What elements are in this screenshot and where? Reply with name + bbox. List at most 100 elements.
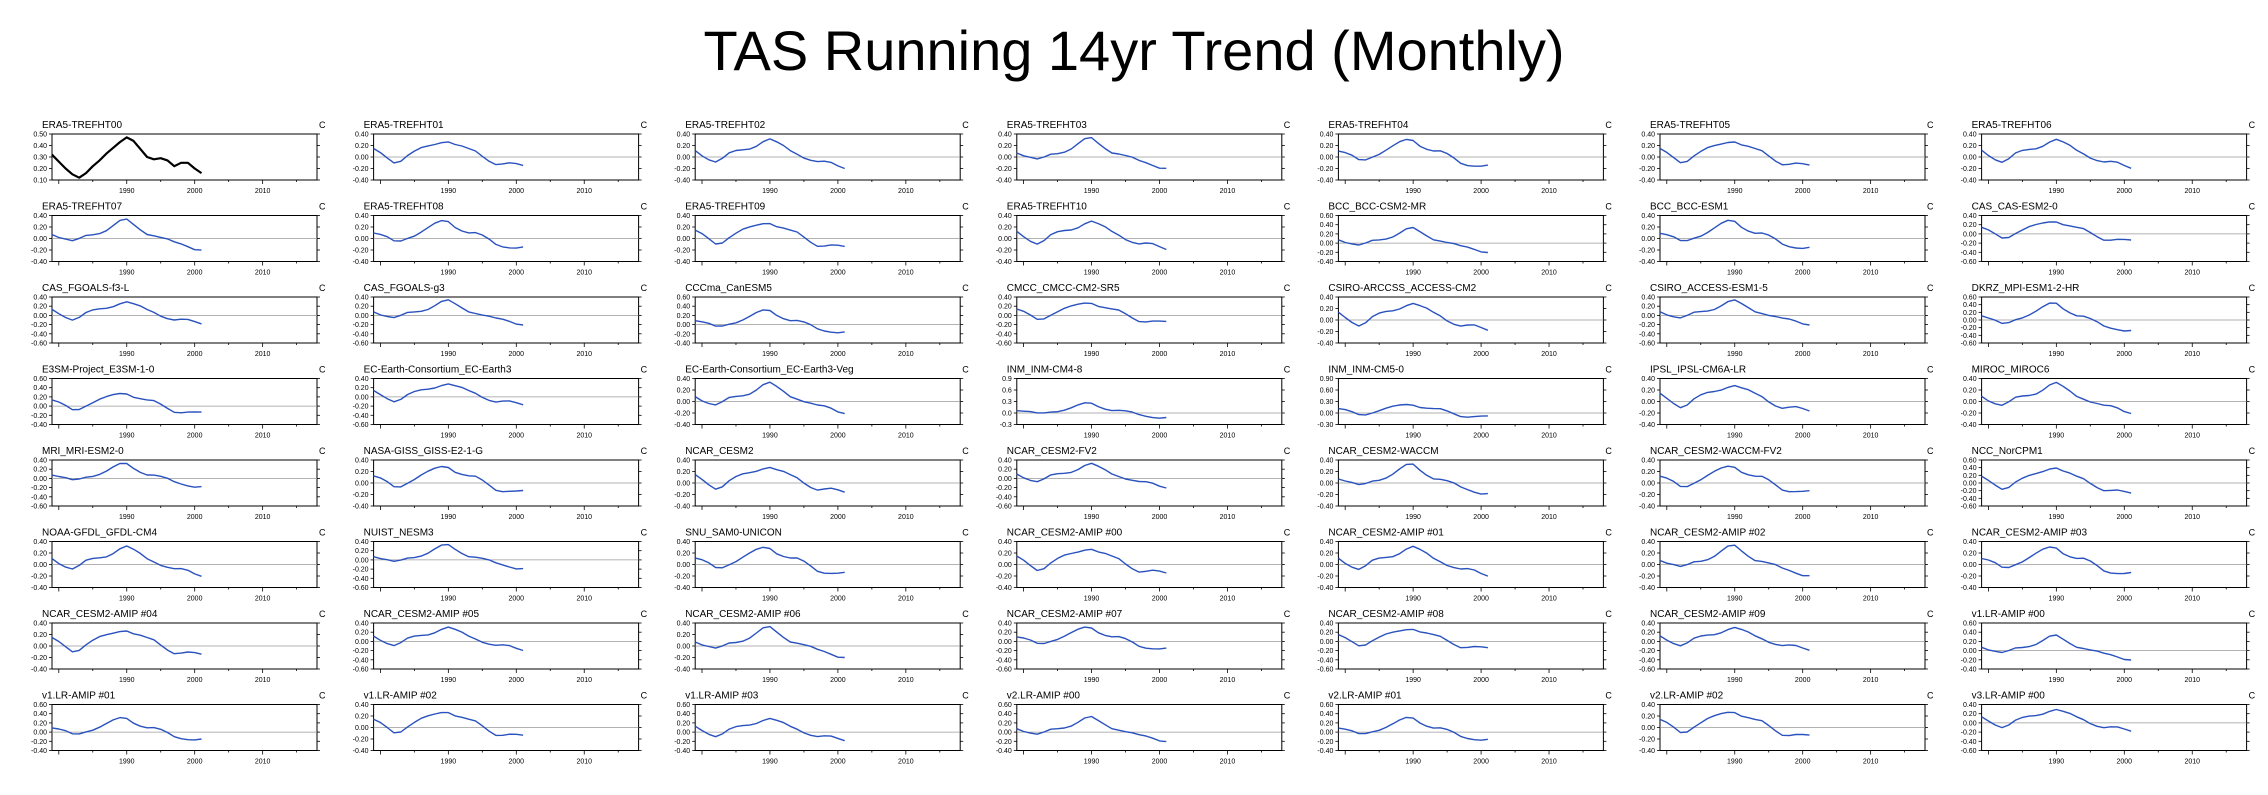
y-tick-label: 0.00 xyxy=(1641,313,1655,320)
panel-units: C xyxy=(1927,365,1934,375)
plot-frame xyxy=(1981,704,2248,751)
x-tick-label: 1990 xyxy=(441,514,457,521)
panel-units: C xyxy=(641,609,648,619)
x-tick-label: 1990 xyxy=(119,677,135,684)
x-tick-label: 2000 xyxy=(1795,188,1811,195)
y-tick-label: 0.20 xyxy=(1641,225,1655,232)
x-tick-label: 1990 xyxy=(2049,433,2065,440)
x-tick-label: 1990 xyxy=(441,677,457,684)
y-tick-label: 0.20 xyxy=(355,143,369,150)
panel-title: ERA5-TREFHT10 xyxy=(1007,202,1087,213)
y-tick-label: -0.60 xyxy=(31,504,47,511)
y-tick-label: -0.20 xyxy=(353,492,369,499)
panel-title: NCAR_CESM2-WACCM-FV2 xyxy=(1650,446,1782,457)
y-tick-label: -0.20 xyxy=(353,567,369,574)
panel: ERA5-TREFHT03 C 0.40 0.20 0.00 -0.20 -0.40 1990… xyxy=(996,120,1291,195)
x-tick-label: 2000 xyxy=(2117,270,2133,277)
y-tick-label: 0.00 xyxy=(355,394,369,401)
series-line xyxy=(373,141,524,167)
series-line xyxy=(1981,546,2132,575)
y-tick-label: 0.00 xyxy=(1320,481,1334,488)
plot-frame xyxy=(51,378,318,425)
x-tick-label: 2010 xyxy=(2184,433,2200,440)
panel-units: C xyxy=(319,691,326,701)
plot-frame xyxy=(1016,704,1283,751)
y-tick-label: 0.20 xyxy=(1963,551,1977,558)
panel: v1.LR-AMIP #01 C 0.60 0.40 0.20 0.00 -0.20 -0.4… xyxy=(31,691,326,766)
x-tick-label: 1990 xyxy=(441,188,457,195)
y-tick-label: 0.40 xyxy=(1963,302,1977,309)
x-tick-label: 1990 xyxy=(762,677,778,684)
panel: SNU_SAM0-UNICON C 0.40 0.20 0.00 -0.20 -0.40 19… xyxy=(674,528,969,603)
panel: NCAR_CESM2-AMIP #06 C 0.40 0.20 0.00 -0.20 -0.… xyxy=(674,609,969,684)
panel-title: ERA5-TREFHT06 xyxy=(1972,120,2052,131)
y-tick-label: 0.40 xyxy=(33,621,47,628)
y-tick-label: -0.40 xyxy=(353,504,369,511)
y-tick-label: 0.00 xyxy=(33,476,47,483)
panel-title: NCAR_CESM2 xyxy=(685,446,754,457)
y-tick-label: 0.20 xyxy=(33,166,47,173)
y-tick-label: -0.40 xyxy=(996,748,1012,755)
panel: CAS_CAS-ESM2-0 C 0.40 0.20 0.00 -0.20 -0.40 -0.… xyxy=(1961,202,2256,277)
y-tick-label: -0.40 xyxy=(353,178,369,185)
y-tick-label: -0.20 xyxy=(1961,730,1977,737)
x-tick-label: 1990 xyxy=(1727,188,1743,195)
panel: v2.LR-AMIP #01 C 0.60 0.40 0.20 0.00 -0.20 -0.4… xyxy=(1317,691,1612,766)
y-tick-label: -0.40 xyxy=(674,178,690,185)
series-line xyxy=(1659,544,1810,577)
y-tick-label: 0.00 xyxy=(1320,411,1334,418)
y-tick-label: -0.40 xyxy=(674,259,690,266)
panel-title: NCAR_CESM2-AMIP #01 xyxy=(1328,528,1444,539)
y-tick-label: -0.20 xyxy=(674,655,690,662)
y-tick-label: -0.60 xyxy=(1639,341,1655,348)
y-tick-label: 0.20 xyxy=(998,225,1012,232)
series-line xyxy=(1016,220,1167,251)
y-tick-label: -0.20 xyxy=(1961,325,1977,332)
x-tick-label: 1990 xyxy=(1084,677,1100,684)
y-tick-label: -0.40 xyxy=(1961,333,1977,340)
y-tick-label: 0.0 xyxy=(1002,411,1012,418)
series-line xyxy=(1659,219,1810,250)
panel-units: C xyxy=(962,691,969,701)
y-tick-label: -0.40 xyxy=(1317,657,1333,664)
panel-title: ERA5-TREFHT01 xyxy=(364,120,444,131)
y-tick-label: -0.60 xyxy=(353,341,369,348)
y-tick-label: 0.00 xyxy=(355,725,369,732)
panel-units: C xyxy=(1927,202,1934,212)
plot-frame xyxy=(373,541,640,588)
y-tick-label: -0.20 xyxy=(996,739,1012,746)
y-tick-label: -0.20 xyxy=(1317,739,1333,746)
x-tick-label: 2000 xyxy=(1473,759,1489,766)
y-tick-label: -0.60 xyxy=(1961,504,1977,511)
y-tick-label: -0.40 xyxy=(1639,178,1655,185)
panel-title: v1.LR-AMIP #01 xyxy=(42,691,116,702)
y-tick-label: -0.20 xyxy=(1317,492,1333,499)
y-tick-label: 0.00 xyxy=(33,236,47,243)
x-tick-label: 2000 xyxy=(830,270,846,277)
series-line xyxy=(373,626,524,652)
y-tick-label: 0.20 xyxy=(677,720,691,727)
series-line xyxy=(1659,711,1810,737)
y-tick-label: 0.40 xyxy=(355,702,369,709)
x-tick-label: 2010 xyxy=(255,759,271,766)
y-tick-label: -0.40 xyxy=(1961,739,1977,746)
y-tick-label: 0.60 xyxy=(1963,295,1977,302)
y-tick-label: 0.40 xyxy=(33,539,47,546)
plot-frame xyxy=(1016,622,1283,670)
series-line xyxy=(1338,138,1489,167)
panel-title: v2.LR-AMIP #02 xyxy=(1650,691,1724,702)
x-tick-label: 2010 xyxy=(2184,351,2200,358)
panel-units: C xyxy=(2249,609,2256,619)
y-tick-label: 0.40 xyxy=(1641,376,1655,383)
series-line xyxy=(1981,467,2132,494)
panel: CSIRO_ACCESS-ESM1-5 C 0.40 0.20 0.00 -0.20 -0.… xyxy=(1639,283,1934,358)
y-tick-label: 0.40 xyxy=(355,539,369,546)
panel-units: C xyxy=(641,202,648,212)
panel-units: C xyxy=(1605,446,1612,456)
panel-units: C xyxy=(1284,446,1291,456)
series-line xyxy=(373,711,524,737)
y-tick-label: 0.40 xyxy=(1320,458,1334,465)
series-line xyxy=(1981,302,2132,332)
y-tick-label: -0.40 xyxy=(353,576,369,583)
